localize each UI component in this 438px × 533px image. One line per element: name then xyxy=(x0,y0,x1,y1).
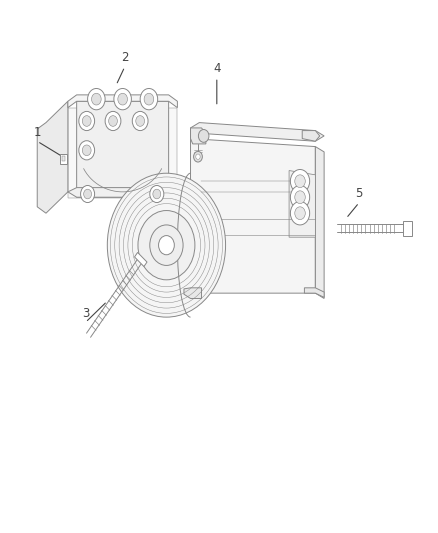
Circle shape xyxy=(138,211,195,280)
Circle shape xyxy=(159,236,174,255)
Circle shape xyxy=(92,93,101,105)
Circle shape xyxy=(84,189,92,199)
Polygon shape xyxy=(315,147,324,298)
Circle shape xyxy=(105,111,121,131)
Polygon shape xyxy=(191,139,315,293)
Polygon shape xyxy=(191,123,324,141)
Circle shape xyxy=(290,169,310,193)
Text: 5: 5 xyxy=(356,187,363,200)
Circle shape xyxy=(79,111,95,131)
Circle shape xyxy=(295,175,305,188)
Polygon shape xyxy=(289,171,315,237)
Polygon shape xyxy=(302,131,320,141)
Circle shape xyxy=(196,154,200,159)
Circle shape xyxy=(82,145,91,156)
Text: 3: 3 xyxy=(82,307,89,320)
Circle shape xyxy=(140,88,158,110)
Circle shape xyxy=(81,185,95,203)
Text: 2: 2 xyxy=(121,51,129,64)
Circle shape xyxy=(290,201,310,225)
Polygon shape xyxy=(77,101,169,197)
Circle shape xyxy=(114,88,131,110)
Polygon shape xyxy=(304,288,324,297)
Circle shape xyxy=(79,141,95,160)
Circle shape xyxy=(295,207,305,220)
Polygon shape xyxy=(68,95,177,108)
Polygon shape xyxy=(134,253,147,266)
Circle shape xyxy=(144,93,154,105)
Bar xyxy=(60,154,67,164)
Polygon shape xyxy=(68,188,177,197)
Polygon shape xyxy=(191,128,206,144)
Polygon shape xyxy=(403,221,412,236)
Bar xyxy=(61,157,65,161)
Circle shape xyxy=(107,173,226,317)
Circle shape xyxy=(136,116,145,126)
Circle shape xyxy=(153,189,161,199)
Text: 4: 4 xyxy=(213,62,221,75)
Circle shape xyxy=(295,191,305,204)
Circle shape xyxy=(82,116,91,126)
Circle shape xyxy=(118,93,127,105)
Circle shape xyxy=(198,130,209,142)
Circle shape xyxy=(132,111,148,131)
Polygon shape xyxy=(184,288,201,298)
Circle shape xyxy=(194,151,202,162)
Circle shape xyxy=(88,88,105,110)
Circle shape xyxy=(290,185,310,209)
Polygon shape xyxy=(68,108,177,198)
Text: 1: 1 xyxy=(33,126,41,139)
Circle shape xyxy=(150,225,183,265)
Circle shape xyxy=(150,185,164,203)
Circle shape xyxy=(109,116,117,126)
Polygon shape xyxy=(37,101,68,213)
